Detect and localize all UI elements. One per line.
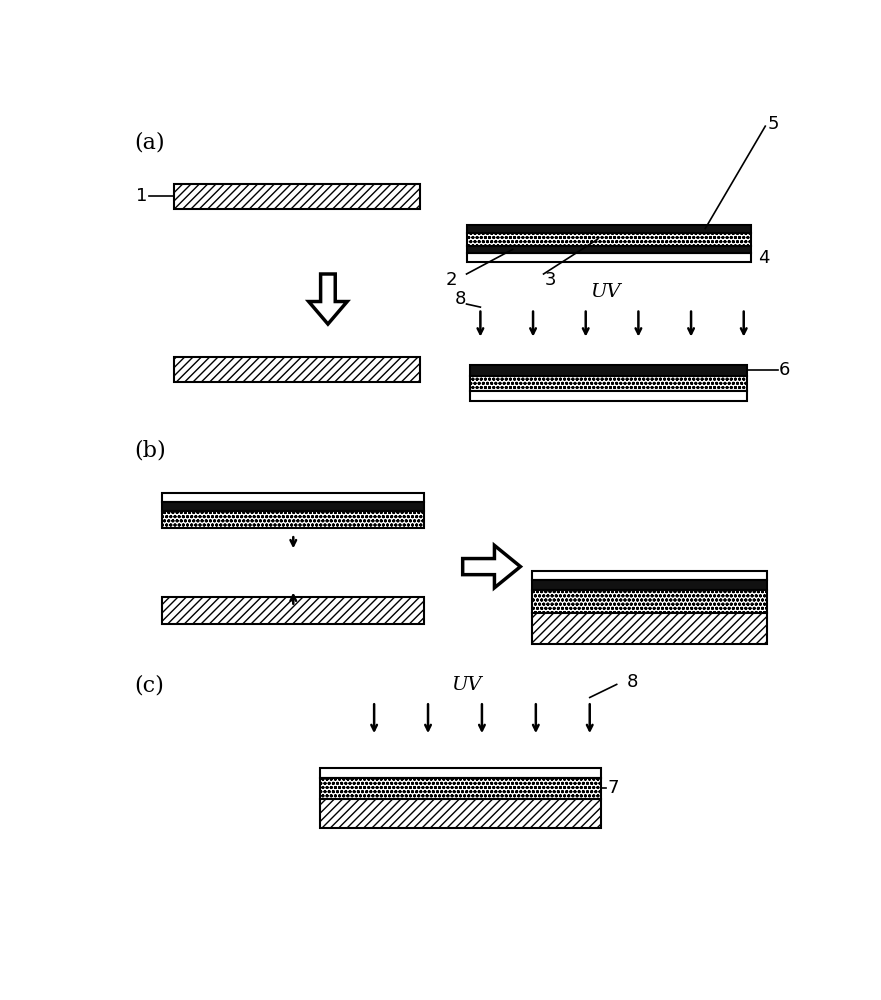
Text: (a): (a) [134,132,165,154]
Text: (b): (b) [134,440,166,462]
Bar [467,246,751,253]
Bar [320,799,601,828]
Bar [532,580,766,590]
Text: (c): (c) [134,674,164,696]
Text: 5: 5 [767,115,779,133]
Bar [532,590,766,613]
Text: 1: 1 [136,187,147,205]
Polygon shape [463,545,521,588]
Bar [320,768,601,778]
Bar [470,376,747,391]
Bar [162,597,424,624]
Text: 7: 7 [607,779,619,797]
Bar [320,778,601,799]
Bar [162,511,424,528]
Text: 6: 6 [779,361,790,379]
Bar [162,493,424,502]
Bar [532,571,766,580]
Bar [174,357,420,382]
Text: 4: 4 [758,249,769,267]
Bar [467,253,751,262]
Bar [162,502,424,511]
Text: 2: 2 [446,271,457,289]
Text: UV: UV [451,676,482,694]
Bar [467,225,751,233]
Bar [174,184,420,209]
Text: 8: 8 [455,290,466,308]
Text: 3: 3 [545,271,557,289]
Bar [467,233,751,246]
Text: UV: UV [590,283,620,301]
Polygon shape [308,274,347,324]
Bar [532,613,766,644]
Bar [470,365,747,376]
Text: 8: 8 [626,673,638,691]
Bar [470,391,747,401]
